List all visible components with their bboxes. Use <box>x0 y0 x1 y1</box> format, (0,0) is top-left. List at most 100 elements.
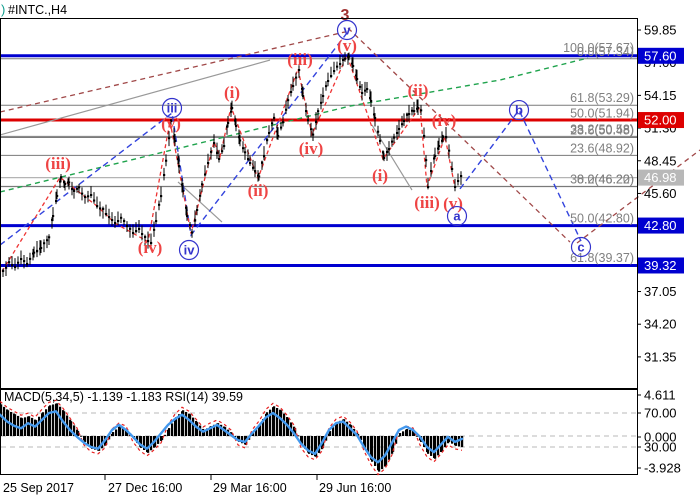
wave-circle-blue <box>508 99 530 121</box>
macd-histogram-bar <box>374 436 377 466</box>
macd-histogram-bar <box>427 436 430 454</box>
macd-histogram-bar <box>164 434 167 436</box>
trend-line-brown <box>576 149 700 244</box>
candle-body <box>330 75 333 78</box>
candle-body <box>48 236 51 239</box>
macd-histogram-bar <box>157 436 160 444</box>
macd-histogram-bar <box>206 428 209 436</box>
symbol-label: #INTC.,H4 <box>8 3 67 17</box>
candle-body <box>310 128 313 131</box>
candle-body <box>373 113 376 116</box>
fib-level-label: 23.6(50.48) <box>570 123 634 137</box>
macd-histogram-bar <box>203 430 206 436</box>
wave-label-red: (iv) <box>138 238 163 257</box>
candle-body <box>120 216 123 219</box>
candle-body <box>388 148 391 151</box>
candle-body <box>448 149 451 152</box>
macd-histogram-bar <box>119 426 122 436</box>
macd-histogram-bar <box>217 423 220 436</box>
candle-body <box>322 95 325 98</box>
price-axis[interactable]: 59.8557.0054.1551.3048.4545.6037.0534.20… <box>637 23 684 476</box>
macd-histogram-bar <box>311 436 314 456</box>
candle-body <box>36 249 39 253</box>
wave-label-red: (i) <box>372 166 388 185</box>
macd-histogram-bar <box>182 410 185 436</box>
macd-histogram-bar <box>168 428 171 436</box>
indicator-tick-label: 70.00 <box>644 406 677 421</box>
candle-body <box>60 176 63 179</box>
candle-body <box>348 55 351 58</box>
macd-histogram-bar <box>398 435 401 437</box>
macd-histogram-bar <box>294 428 297 436</box>
candle-body <box>52 215 55 218</box>
macd-histogram-bar <box>17 415 20 436</box>
time-axis[interactable]: 25 Sep 2017 27 Dec 16:00 29 Mar 16:00 29 Ju… <box>3 475 391 495</box>
wave-label-red: (ii) <box>408 81 429 100</box>
macd-histogram-bar <box>304 436 307 449</box>
macd-histogram-bar <box>276 407 279 436</box>
macd-histogram-bar <box>430 436 433 456</box>
candle-body <box>218 158 221 161</box>
macd-histogram-bar <box>185 411 188 436</box>
candle-body <box>194 219 197 222</box>
candle-body <box>271 122 274 125</box>
macd-histogram-bar <box>94 436 97 450</box>
macd-histogram-bar <box>325 436 328 441</box>
candle-body <box>40 247 43 250</box>
candle-body <box>401 123 404 126</box>
wave-circle-blue <box>446 205 468 227</box>
candle-body <box>406 113 409 116</box>
macd-histogram-bar <box>35 420 38 436</box>
macd-histogram-bar <box>262 419 265 436</box>
candle-body <box>282 121 285 124</box>
macd-histogram-bar <box>213 424 216 436</box>
price-badge <box>638 169 684 186</box>
candle-body <box>423 134 426 137</box>
candle-body <box>242 147 245 150</box>
macd-histogram-bar <box>255 429 258 436</box>
wave-label-red: (iv) <box>432 111 457 130</box>
candle-body <box>81 192 84 195</box>
candle-body <box>170 119 173 122</box>
macd-histogram-bar <box>52 404 55 436</box>
macd-histogram-bar <box>259 424 262 436</box>
macd-histogram-bar <box>59 406 62 436</box>
indicator-tick-label: 4.611 <box>644 388 676 403</box>
candle-body <box>78 186 81 189</box>
candle-body <box>76 187 79 190</box>
fib-level-label: 38.2(46.22) <box>570 172 634 186</box>
candle-body <box>150 241 153 244</box>
candle-body <box>438 145 441 148</box>
candle-body <box>23 260 26 263</box>
macd-histogram-bar <box>84 436 87 442</box>
candle-body <box>87 195 90 198</box>
macd-histogram-bar <box>416 435 419 437</box>
candle-body <box>244 151 247 154</box>
candle-body <box>223 145 226 148</box>
time-tick-label: 29 Jun 16:00 <box>319 481 391 495</box>
candle-body <box>285 108 288 111</box>
candle-body <box>377 130 380 133</box>
macd-histogram-bar <box>31 417 34 436</box>
wave-projection-blue <box>459 108 582 242</box>
wave-label-red: (iv) <box>299 139 324 158</box>
candle-body <box>441 139 444 142</box>
candle-body <box>73 189 76 192</box>
macd-histogram-bar <box>280 410 283 436</box>
candle-body <box>189 224 192 227</box>
candle-body <box>258 175 261 178</box>
candle-body <box>17 261 20 264</box>
candle-body <box>132 231 135 234</box>
wave-label-blue: b <box>515 103 523 118</box>
price-badge <box>638 257 684 274</box>
macd-histogram-bar <box>147 436 150 453</box>
wave-label-red: (iii) <box>45 154 71 173</box>
candle-body <box>342 59 345 62</box>
indicator-tick-label: 30.00 <box>644 440 677 455</box>
candle-body <box>147 240 150 243</box>
macd-histogram-bar <box>399 433 402 436</box>
candle-body <box>374 116 377 119</box>
candle-body <box>99 207 102 210</box>
fib-level-label: 100.0(57.67) <box>563 41 634 55</box>
